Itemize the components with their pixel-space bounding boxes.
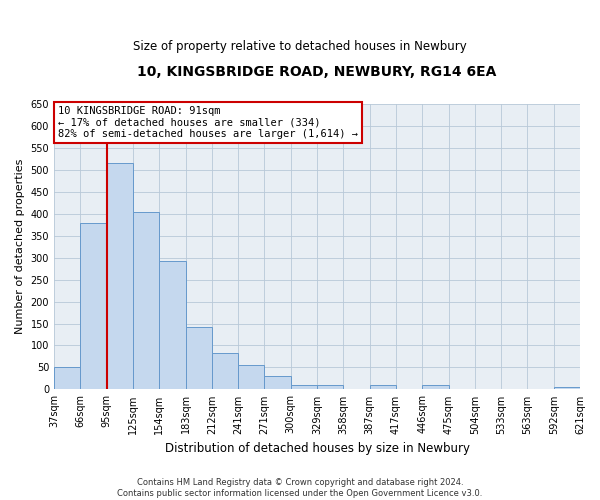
Bar: [370, 385, 396, 390]
Bar: [317, 385, 343, 390]
Text: Size of property relative to detached houses in Newbury: Size of property relative to detached ho…: [133, 40, 467, 53]
Y-axis label: Number of detached properties: Number of detached properties: [15, 159, 25, 334]
Bar: [185, 326, 212, 390]
Bar: [422, 385, 449, 390]
Bar: [80, 224, 107, 390]
Bar: [238, 366, 265, 390]
Bar: [265, 376, 291, 390]
Text: Contains HM Land Registry data © Crown copyright and database right 2024.
Contai: Contains HM Land Registry data © Crown c…: [118, 478, 482, 498]
Bar: [291, 385, 317, 390]
Bar: [159, 260, 185, 390]
Text: 10 KINGSBRIDGE ROAD: 91sqm
← 17% of detached houses are smaller (334)
82% of sem: 10 KINGSBRIDGE ROAD: 91sqm ← 17% of deta…: [58, 106, 358, 139]
Bar: [133, 212, 159, 390]
Title: 10, KINGSBRIDGE ROAD, NEWBURY, RG14 6EA: 10, KINGSBRIDGE ROAD, NEWBURY, RG14 6EA: [137, 65, 497, 79]
Bar: [54, 366, 80, 390]
Bar: [107, 162, 133, 390]
Bar: [212, 354, 238, 390]
X-axis label: Distribution of detached houses by size in Newbury: Distribution of detached houses by size …: [164, 442, 470, 455]
Bar: [554, 387, 580, 390]
